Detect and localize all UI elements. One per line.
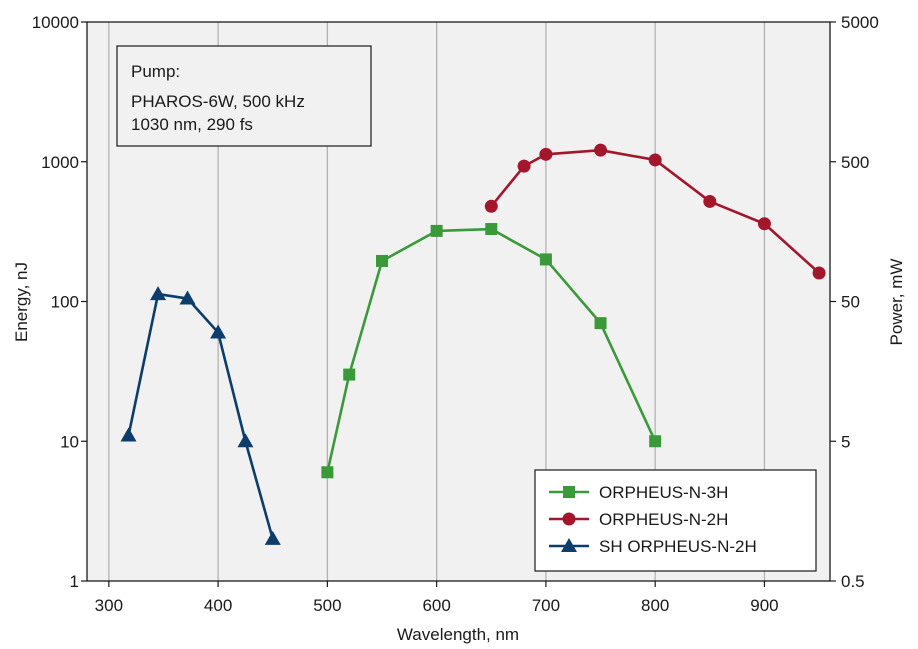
data-point-circle (517, 159, 531, 173)
series-orpheus-n-3h (321, 223, 662, 479)
y-tick-label: 10 (60, 432, 79, 451)
annotation-line-1: Pump: (131, 62, 180, 81)
y-tick-label: 1000 (41, 153, 79, 172)
data-series (120, 143, 826, 545)
legend-label: ORPHEUS-N-3H (599, 483, 728, 502)
legend-marker (563, 486, 575, 498)
legend-item: ORPHEUS-N-2H (549, 510, 728, 529)
x-tick-label: 800 (641, 596, 669, 615)
data-point-triangle (237, 433, 254, 448)
y-tick-label: 100 (51, 293, 79, 312)
y-tick-labels: 1 10 100 1000 10000 (32, 13, 87, 591)
y2-tick-label: 50 (841, 293, 860, 312)
data-point-square (594, 317, 607, 330)
data-point-triangle (120, 427, 137, 442)
data-point-square (376, 254, 389, 267)
x-tick-labels: 300 400 500 600 700 800 900 (95, 581, 779, 615)
data-point-circle (594, 143, 608, 157)
x-tick-label: 400 (204, 596, 232, 615)
legend-label: ORPHEUS-N-2H (599, 510, 728, 529)
x-tick-label: 600 (422, 596, 450, 615)
annotation-line-2: PHAROS-6W, 500 kHz (131, 92, 305, 111)
y-tick-label: 10000 (32, 13, 79, 32)
data-point-square (539, 253, 552, 266)
legend-items: ORPHEUS-N-3H ORPHEUS-N-2H SH ORPHEUS-N-2H (549, 483, 757, 556)
y2-tick-label: 500 (841, 153, 869, 172)
series-line (326, 227, 657, 473)
series-orpheus-n-2h (484, 143, 826, 280)
data-point-triangle (210, 324, 227, 339)
data-point-square (343, 368, 356, 381)
data-point-square (485, 223, 498, 236)
legend-item: SH ORPHEUS-N-2H (549, 537, 757, 556)
y-axis-label: Energy, nJ (12, 262, 31, 342)
legend-marker (562, 512, 576, 526)
data-point-square (649, 435, 662, 448)
data-point-circle (757, 217, 771, 231)
data-point-square (321, 466, 334, 479)
y2-tick-label: 5 (841, 432, 850, 451)
x-axis-label: Wavelength, nm (397, 625, 519, 644)
y2-tick-label: 5000 (841, 13, 879, 32)
annotation-line-3: 1030 nm, 290 fs (131, 115, 253, 134)
data-point-triangle (150, 286, 167, 301)
data-point-circle (539, 147, 553, 161)
x-tick-label: 500 (313, 596, 341, 615)
y2-tick-labels: 0.5 5 50 500 5000 (830, 13, 879, 591)
series-line (127, 292, 275, 540)
data-point-square (430, 224, 443, 237)
data-point-circle (484, 199, 498, 213)
x-tick-label: 700 (532, 596, 560, 615)
legend-frame (534, 469, 817, 572)
series-sh-orpheus-n-2h (120, 286, 281, 545)
x-tick-label: 900 (750, 596, 778, 615)
annotation-frame (116, 45, 372, 147)
y-tick-label: 1 (70, 572, 79, 591)
y2-axis-label: Power, mW (887, 259, 906, 346)
legend-marker (561, 538, 577, 552)
y2-tick-label: 0.5 (841, 572, 865, 591)
legend-label: SH ORPHEUS-N-2H (599, 537, 757, 556)
data-point-circle (648, 153, 662, 167)
data-point-circle (812, 266, 826, 280)
legend: ORPHEUS-N-3H ORPHEUS-N-2H SH ORPHEUS-N-2H (534, 469, 817, 572)
annotation-box: Pump: PHAROS-6W, 500 kHz 1030 nm, 290 fs (116, 45, 372, 147)
data-point-triangle (264, 530, 281, 545)
legend-item: ORPHEUS-N-3H (549, 483, 728, 502)
data-point-circle (703, 194, 717, 208)
data-point-triangle (179, 290, 196, 305)
x-tick-label: 300 (95, 596, 123, 615)
